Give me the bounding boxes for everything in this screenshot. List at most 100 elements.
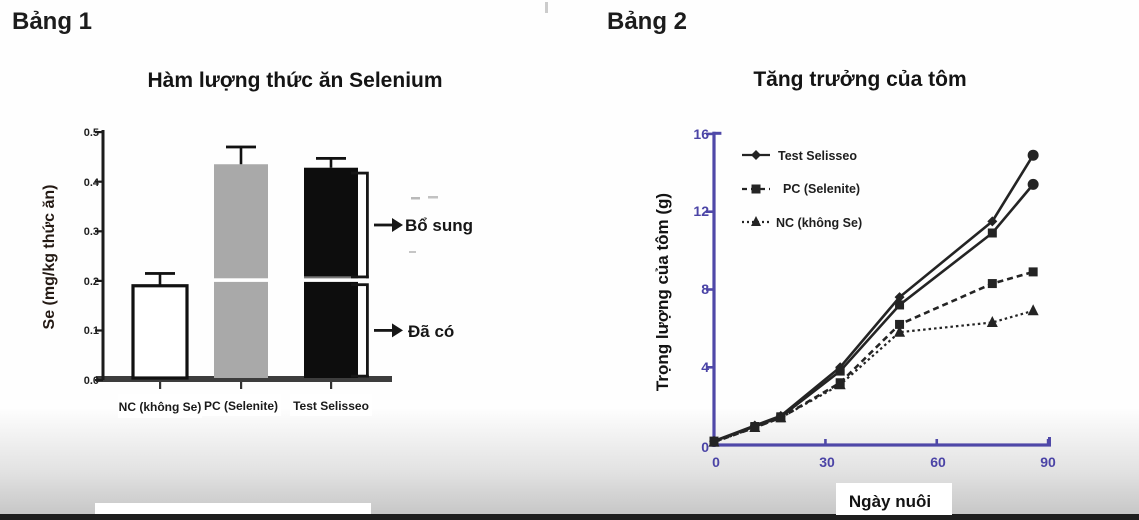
growth-line-chart	[706, 131, 1051, 448]
x-tick-label: 0	[712, 454, 720, 470]
marker-square	[987, 279, 997, 289]
y-tick-label: 16	[693, 126, 709, 142]
x-tick	[935, 439, 939, 445]
marker-square	[835, 366, 845, 376]
bracket-line	[366, 283, 369, 378]
error-bar-stem	[239, 146, 243, 165]
x-tick	[824, 439, 827, 445]
marker-triangle	[834, 378, 846, 390]
label-backplate	[290, 394, 372, 416]
label-backplate	[201, 394, 281, 416]
y-axis-line	[101, 130, 105, 380]
y-tick	[95, 230, 103, 233]
x-axis-line	[96, 376, 392, 382]
selenium-bar-chart	[95, 130, 403, 389]
marker-square	[1028, 267, 1038, 277]
legend-label: Test Selisseo	[778, 149, 857, 163]
artifact-mark	[409, 251, 416, 253]
x-axis-line	[711, 443, 1051, 447]
artifact-mark	[411, 197, 420, 200]
bar-2	[304, 167, 358, 378]
x-tick-label: 90	[1040, 454, 1056, 470]
category-label: PC (Selenite)	[204, 399, 278, 413]
error-bar-stem	[158, 273, 162, 286]
series-line-1	[713, 183, 1035, 443]
line-chart-y-axis-label: Trọng lượng của tôm (g)	[653, 193, 672, 391]
marker-square	[895, 300, 905, 310]
baseline-shadow	[304, 276, 358, 279]
x-tick	[159, 382, 162, 389]
y-tick	[95, 180, 103, 183]
y-tick-label: 0.0	[84, 375, 99, 387]
bar-chart-y-axis-label: Se (mg/kg thức ăn)	[41, 185, 58, 330]
y-tick-label: 0.1	[84, 325, 99, 337]
marker-triangle	[986, 315, 998, 327]
marker-circle	[1027, 178, 1039, 190]
panel-1-label: Bảng 1	[12, 8, 93, 35]
bracket-arm	[351, 171, 366, 175]
x-tick	[330, 382, 333, 389]
y-axis-cap	[712, 131, 722, 135]
y-tick	[95, 279, 103, 282]
marker-triangle	[894, 325, 906, 337]
x-tick-label: 30	[819, 454, 835, 470]
background-white-strip	[95, 503, 371, 514]
error-bar-stem	[329, 158, 333, 168]
error-bar-cap	[145, 272, 175, 275]
y-tick	[706, 132, 714, 136]
y-tick-label: 12	[693, 203, 709, 219]
y-tick-label: 4	[701, 359, 709, 375]
marker-square	[751, 184, 761, 194]
artifact-mark	[545, 2, 548, 13]
x-axis-cap	[1047, 437, 1051, 445]
marker-triangle	[749, 420, 761, 432]
annotation-da-co: Đã có	[408, 322, 454, 341]
series-line-0	[713, 154, 1035, 443]
error-bar-cap	[316, 156, 346, 160]
bar-1	[214, 164, 268, 378]
y-tick-label: 0	[701, 439, 709, 455]
marker-square	[895, 319, 905, 329]
y-tick-label: 0.3	[84, 226, 99, 238]
x-tick	[240, 382, 243, 389]
y-tick-label: 0.5	[84, 127, 99, 139]
marker-triangle	[708, 435, 720, 447]
bottom-edge-bar	[0, 514, 1139, 520]
marker-circle	[1027, 149, 1039, 161]
line-chart-title: Tăng trưởng của tôm	[753, 68, 966, 91]
marker-square	[987, 228, 997, 238]
line-chart-x-axis-label: Ngày nuôi	[849, 492, 931, 511]
series-line-2	[713, 270, 1034, 444]
marker-triangle	[751, 216, 761, 226]
baseline-white-line	[214, 278, 268, 282]
bracket-line	[366, 171, 369, 279]
y-tick-label: 0.2	[84, 276, 99, 288]
bar-chart-title: Hàm lượng thức ăn Selenium	[147, 69, 442, 92]
bracket-arm	[351, 275, 369, 279]
marker-diamond	[894, 292, 905, 303]
y-tick	[95, 379, 103, 382]
legend-label: PC (Selenite)	[783, 182, 860, 196]
arrow-head-icon	[392, 323, 403, 338]
x-tick-label: 60	[930, 454, 946, 470]
marker-triangle	[1027, 304, 1039, 316]
label-backplate	[118, 394, 202, 418]
bar-0	[131, 284, 189, 380]
panel-2-label: Bảng 2	[607, 8, 688, 35]
marker-diamond	[751, 150, 761, 160]
x-tick	[1046, 439, 1050, 445]
bracket-arm	[351, 283, 366, 287]
category-label: Test Selisseo	[293, 399, 369, 413]
arrow-stem	[374, 223, 392, 227]
y-tick	[706, 288, 714, 291]
arrow-stem	[374, 329, 392, 332]
bracket-arm	[351, 374, 369, 378]
label-backplate	[836, 483, 952, 515]
y-tick	[706, 366, 714, 369]
error-bar-cap	[226, 145, 256, 149]
marker-diamond	[987, 216, 998, 227]
baseline-white-line	[304, 278, 358, 282]
marker-triangle	[775, 411, 787, 423]
category-label: NC (không Se)	[119, 400, 202, 414]
